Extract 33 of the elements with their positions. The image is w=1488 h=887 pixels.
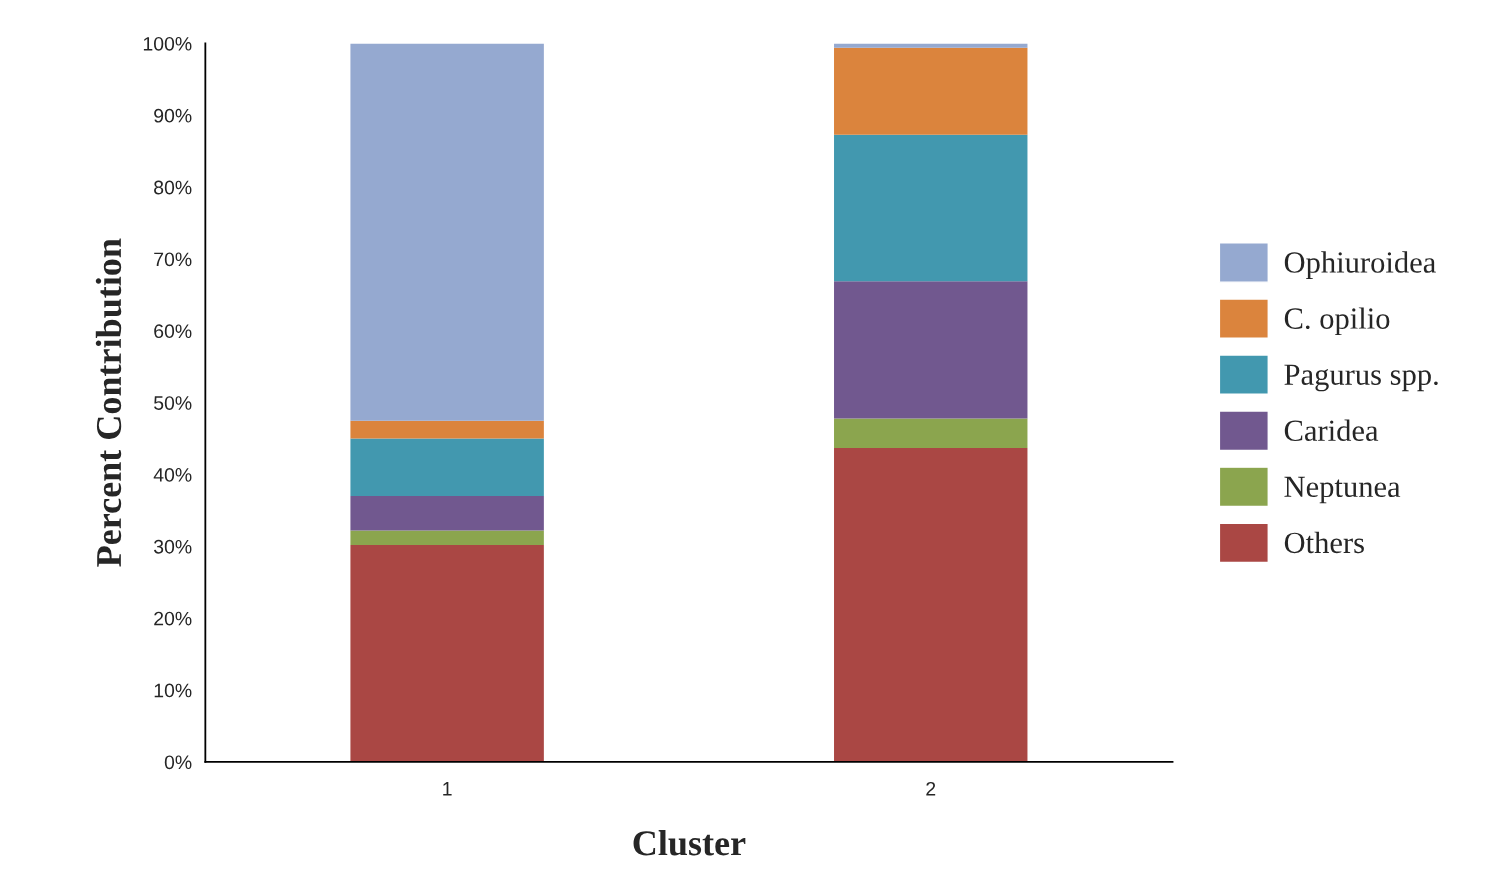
y-tick-label: 30%: [153, 539, 192, 554]
y-tick-label: 20%: [154, 611, 192, 626]
bar: [834, 447, 1028, 762]
legend-label: Others: [1284, 531, 1364, 554]
bar: [350, 496, 544, 531]
x-tick-label: 1: [443, 782, 452, 796]
x-tick-label: 2: [926, 781, 936, 796]
bar: [834, 134, 1028, 282]
legend-label: Caridea: [1284, 419, 1379, 442]
bar: [834, 47, 1028, 135]
y-tick-label: 10%: [154, 683, 192, 698]
bar: [350, 544, 544, 762]
legend-label: Neptunea: [1284, 476, 1401, 504]
bar: [834, 43, 1028, 48]
x-axis-title: Cluster: [633, 830, 746, 856]
y-tick-label: 40%: [153, 468, 192, 482]
y-tick-label: 90%: [154, 108, 192, 123]
legend-label: Pagurus spp.: [1284, 364, 1438, 392]
bar: [834, 281, 1028, 419]
legend-label: Ophiuroidea: [1284, 251, 1436, 280]
y-tick-label: 100%: [143, 36, 192, 51]
y-tick-label: 60%: [154, 324, 192, 339]
bar: [350, 420, 544, 439]
y-tick-label: 80%: [154, 180, 192, 195]
y-axis-title: Percent Contribution: [95, 238, 122, 567]
bar: [350, 438, 544, 497]
y-tick-label: 50%: [154, 396, 192, 410]
bar: [350, 43, 544, 421]
bar: [834, 418, 1028, 448]
bar: [350, 530, 544, 545]
y-tick-label: 0%: [164, 755, 192, 770]
legend-label: C. opilio: [1284, 307, 1390, 336]
y-tick-label: 70%: [154, 252, 192, 267]
